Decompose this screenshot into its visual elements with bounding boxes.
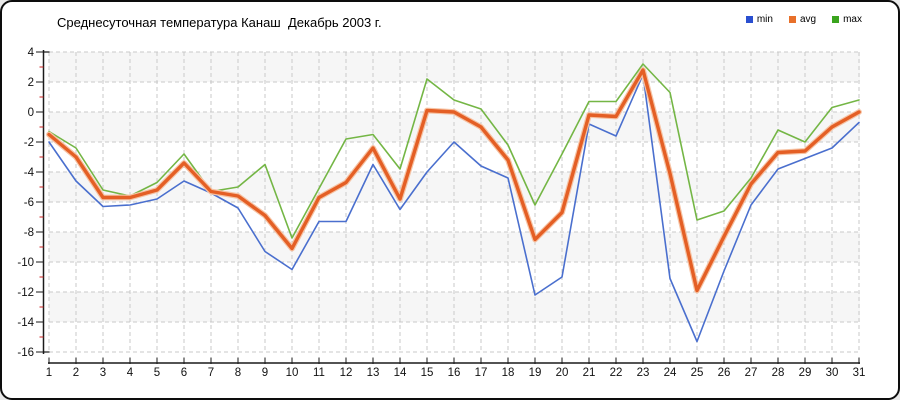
x-tick-label: 29 xyxy=(799,367,812,379)
x-tick-label: 24 xyxy=(664,367,677,379)
x-tick-label: 5 xyxy=(154,367,160,379)
series-line-avg xyxy=(47,68,861,293)
y-tick-label: -8 xyxy=(24,227,34,239)
x-tick-label: 16 xyxy=(448,367,461,379)
x-tick-label: 23 xyxy=(637,367,650,379)
x-tick-label: 15 xyxy=(421,367,434,379)
x-tick-label: 2 xyxy=(73,367,79,379)
x-tick-label: 7 xyxy=(208,367,214,379)
y-tick-label: -6 xyxy=(24,197,34,209)
legend-item-min: min xyxy=(745,14,773,25)
x-tick-label: 6 xyxy=(181,367,187,379)
x-tick-label: 25 xyxy=(691,367,704,379)
y-tick-label: 4 xyxy=(28,47,35,59)
x-tick-label: 27 xyxy=(745,367,758,379)
series-line-max xyxy=(48,63,860,239)
y-tick-label: -12 xyxy=(17,287,34,299)
y-tick-label: -14 xyxy=(17,317,34,329)
y-tick-label: -10 xyxy=(17,257,34,269)
y-tick-label: -2 xyxy=(24,137,34,149)
y-tick-label: 0 xyxy=(28,107,34,119)
y-tick-label: -16 xyxy=(17,347,34,359)
x-tick-label: 14 xyxy=(394,367,407,379)
legend-swatch-max-icon xyxy=(832,16,840,23)
legend-label-max: max xyxy=(843,14,862,25)
x-tick-label: 26 xyxy=(718,367,731,379)
x-tick-label: 3 xyxy=(100,367,106,379)
y-tick-label: -4 xyxy=(24,167,35,179)
x-tick-label: 1 xyxy=(46,367,52,379)
x-tick-label: 21 xyxy=(583,367,596,379)
x-tick-label: 30 xyxy=(826,367,839,379)
legend-item-avg: avg xyxy=(788,14,817,25)
x-tick-label: 19 xyxy=(529,367,542,379)
x-tick-label: 13 xyxy=(367,367,380,379)
chart-title: Среднесуточная температура Канаш Декабрь… xyxy=(57,15,382,30)
x-tick-label: 31 xyxy=(853,367,866,379)
x-tick-label: 28 xyxy=(772,367,785,379)
legend-label-min: min xyxy=(756,14,773,25)
legend-label-avg: avg xyxy=(799,14,817,25)
x-tick-label: 22 xyxy=(610,367,623,379)
legend: min avg max xyxy=(745,14,862,25)
x-tick-label: 9 xyxy=(262,367,268,379)
x-tick-label: 12 xyxy=(340,367,353,379)
x-tick-label: 8 xyxy=(235,367,241,379)
legend-swatch-min-icon xyxy=(745,16,753,23)
legend-swatch-avg-icon xyxy=(788,16,796,23)
y-tick-label: 2 xyxy=(28,77,34,89)
x-tick-label: 17 xyxy=(475,367,488,379)
x-tick-label: 18 xyxy=(502,367,515,379)
x-tick-label: 11 xyxy=(313,367,325,379)
x-tick-label: 4 xyxy=(127,367,134,379)
legend-item-max: max xyxy=(832,14,862,25)
x-tick-label: 10 xyxy=(286,367,299,379)
x-tick-label: 20 xyxy=(556,367,569,379)
series-line-min xyxy=(48,73,860,343)
